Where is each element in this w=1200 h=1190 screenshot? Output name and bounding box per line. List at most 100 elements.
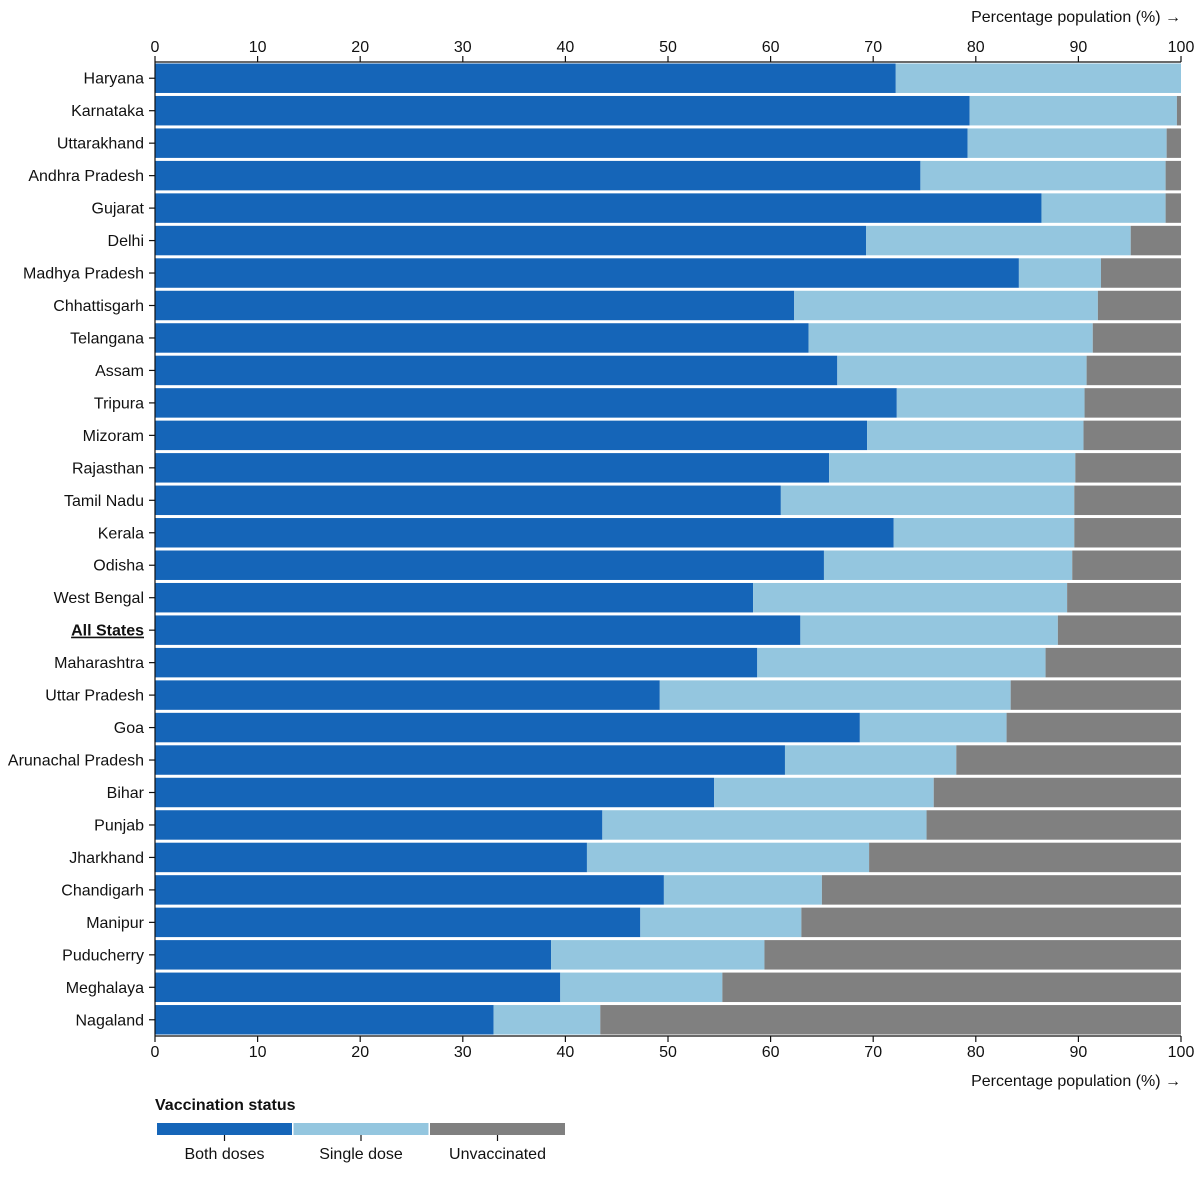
category-label: Meghalaya	[66, 980, 144, 997]
bar-single-dose	[808, 323, 1093, 353]
category-label: Assam	[95, 363, 144, 380]
category-axis: Haryana Karnataka Uttarakhand Andhra Prades…	[8, 62, 156, 1036]
x-tick-label-bottom: 30	[454, 1044, 472, 1061]
bar-unvaccinated	[1083, 420, 1181, 451]
bar-single-dose	[757, 647, 1046, 678]
legend: Both doses Single dose Unvaccinated	[157, 1123, 565, 1163]
bar-both-doses	[155, 323, 809, 353]
category-label: West Bengal	[54, 590, 144, 607]
x-tick-label-bottom: 50	[659, 1044, 677, 1061]
x-tick-label-top: 30	[454, 39, 472, 56]
bar-unvaccinated	[600, 1005, 1181, 1035]
bar-single-dose	[794, 290, 1098, 321]
category-label: Andhra Pradesh	[28, 168, 144, 185]
bar-both-doses	[155, 258, 1019, 288]
x-tick-label-top: 70	[864, 39, 882, 56]
category-label: Nagaland	[76, 1012, 145, 1029]
bar-both-doses	[155, 225, 867, 256]
bar-both-doses	[155, 810, 603, 840]
bar-both-doses	[155, 453, 830, 483]
bar-unvaccinated	[1166, 128, 1181, 158]
bar-single-dose	[551, 940, 765, 970]
bar-single-dose	[586, 842, 870, 873]
bar-single-dose	[602, 810, 927, 840]
bar-unvaccinated	[1092, 323, 1181, 353]
bar-both-doses	[155, 290, 795, 321]
bar-single-dose	[780, 485, 1075, 516]
category-label: Punjab	[94, 817, 144, 834]
bar-single-dose	[640, 907, 802, 938]
bar-unvaccinated	[1074, 518, 1181, 548]
category-label: Telangana	[70, 330, 144, 347]
bar-unvaccinated	[821, 875, 1181, 905]
bar-single-dose	[800, 615, 1058, 645]
bar-unvaccinated	[933, 777, 1181, 808]
category-label: Manipur	[86, 915, 144, 932]
category-label: Tripura	[94, 395, 144, 412]
bar-single-dose	[560, 972, 723, 1003]
bar-both-doses	[155, 388, 897, 418]
bar-both-doses	[155, 550, 824, 580]
bar-single-dose	[867, 420, 1084, 451]
legend-label: Single dose	[319, 1146, 403, 1163]
bar-single-dose	[753, 582, 1068, 613]
bar-both-doses	[155, 355, 838, 386]
bar-unvaccinated	[1100, 258, 1181, 288]
bar-single-dose	[895, 63, 1181, 93]
bar-unvaccinated	[1097, 290, 1181, 321]
x-tick-label-top: 0	[151, 39, 160, 56]
legend-swatch	[293, 1123, 429, 1135]
x-tick-label-bottom: 90	[1070, 1044, 1088, 1061]
bar-single-dose	[493, 1005, 601, 1035]
bar-both-doses	[155, 128, 968, 158]
x-axis-title-top: Percentage population (%) →	[971, 9, 1181, 26]
bar-unvaccinated	[1045, 647, 1181, 678]
category-label: Odisha	[93, 558, 144, 575]
x-axis-title-bottom: Percentage population (%) →	[971, 1073, 1181, 1090]
category-label: Uttarakhand	[57, 136, 144, 153]
category-label: Chandigarh	[61, 882, 144, 899]
bar-unvaccinated	[1086, 355, 1181, 386]
category-label: Jharkhand	[69, 850, 144, 867]
bar-both-doses	[155, 875, 664, 905]
bar-single-dose	[829, 453, 1076, 483]
bar-single-dose	[896, 388, 1085, 418]
category-label: Kerala	[98, 525, 144, 542]
x-tick-label-top: 10	[249, 39, 267, 56]
bar-both-doses	[155, 647, 758, 678]
legend-swatch	[157, 1123, 292, 1135]
bar-both-doses	[155, 63, 896, 93]
bar-single-dose	[784, 745, 957, 775]
category-label: Delhi	[108, 233, 144, 250]
x-tick-label-bottom: 0	[151, 1044, 160, 1061]
x-axis-bottom: 0 10 20 30 40 50 60 70 80 90 100	[151, 1035, 1194, 1061]
bars-group	[155, 63, 1181, 1035]
bar-unvaccinated	[956, 745, 1181, 775]
bar-unvaccinated	[1165, 193, 1181, 223]
bar-both-doses	[155, 777, 715, 808]
bar-single-dose	[859, 712, 1007, 743]
bar-single-dose	[969, 95, 1177, 126]
bar-single-dose	[866, 225, 1131, 256]
bar-both-doses	[155, 518, 894, 548]
bar-unvaccinated	[1074, 485, 1181, 516]
x-tick-label-bottom: 10	[249, 1044, 267, 1061]
category-label: Rajasthan	[72, 460, 144, 477]
category-label: All States	[71, 623, 144, 640]
bar-unvaccinated	[764, 940, 1181, 970]
bar-both-doses	[155, 940, 552, 970]
category-label: Bihar	[107, 785, 145, 802]
x-tick-label-bottom: 80	[967, 1044, 985, 1061]
bar-unvaccinated	[1130, 225, 1181, 256]
bar-both-doses	[155, 582, 754, 613]
legend-label: Both doses	[184, 1146, 264, 1163]
category-label: Madhya Pradesh	[23, 266, 144, 283]
x-tick-label-top: 60	[762, 39, 780, 56]
bar-unvaccinated	[1010, 680, 1181, 710]
category-label: Puducherry	[62, 947, 144, 964]
bar-single-dose	[659, 680, 1011, 710]
bar-unvaccinated	[869, 842, 1181, 873]
category-label: Gujarat	[92, 201, 145, 218]
